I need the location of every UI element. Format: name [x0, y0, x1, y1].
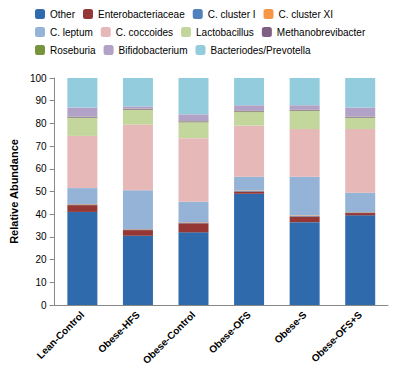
svg-text:20: 20 — [35, 254, 47, 265]
svg-text:Obese-S: Obese-S — [272, 309, 309, 346]
svg-text:C. coccoides: C. coccoides — [116, 27, 173, 38]
svg-text:Relative Abundance: Relative Abundance — [8, 139, 20, 244]
svg-text:90: 90 — [35, 95, 47, 106]
svg-text:100: 100 — [30, 73, 47, 84]
svg-text:10: 10 — [35, 277, 47, 288]
svg-text:60: 60 — [35, 163, 47, 174]
svg-text:0: 0 — [41, 300, 47, 311]
svg-text:30: 30 — [35, 231, 47, 242]
svg-text:Obese-OFS+S: Obese-OFS+S — [309, 309, 364, 364]
svg-text:70: 70 — [35, 141, 47, 152]
svg-text:40: 40 — [35, 209, 47, 220]
svg-text:C. cluster XI: C. cluster XI — [279, 9, 333, 20]
svg-text:Roseburia: Roseburia — [50, 45, 96, 56]
svg-text:Lactobacillus: Lactobacillus — [196, 27, 254, 38]
svg-text:Bifidobacterium: Bifidobacterium — [119, 45, 188, 56]
svg-text:Enterobacteriaceae: Enterobacteriaceae — [98, 9, 185, 20]
svg-text:Lean-Control: Lean-Control — [35, 309, 87, 361]
svg-text:50: 50 — [35, 186, 47, 197]
svg-text:C. cluster I: C. cluster I — [208, 9, 256, 20]
svg-text:Methanobrevibacter: Methanobrevibacter — [277, 27, 366, 38]
svg-text:Obese-Control: Obese-Control — [141, 309, 198, 366]
svg-text:Other: Other — [50, 9, 76, 20]
svg-text:Bacteriodes/Prevotella: Bacteriodes/Prevotella — [211, 45, 311, 56]
svg-text:Obese-HFS: Obese-HFS — [96, 309, 142, 355]
svg-text:C. leptum: C. leptum — [50, 27, 93, 38]
svg-text:Obese-OFS: Obese-OFS — [207, 309, 253, 355]
svg-text:80: 80 — [35, 118, 47, 129]
